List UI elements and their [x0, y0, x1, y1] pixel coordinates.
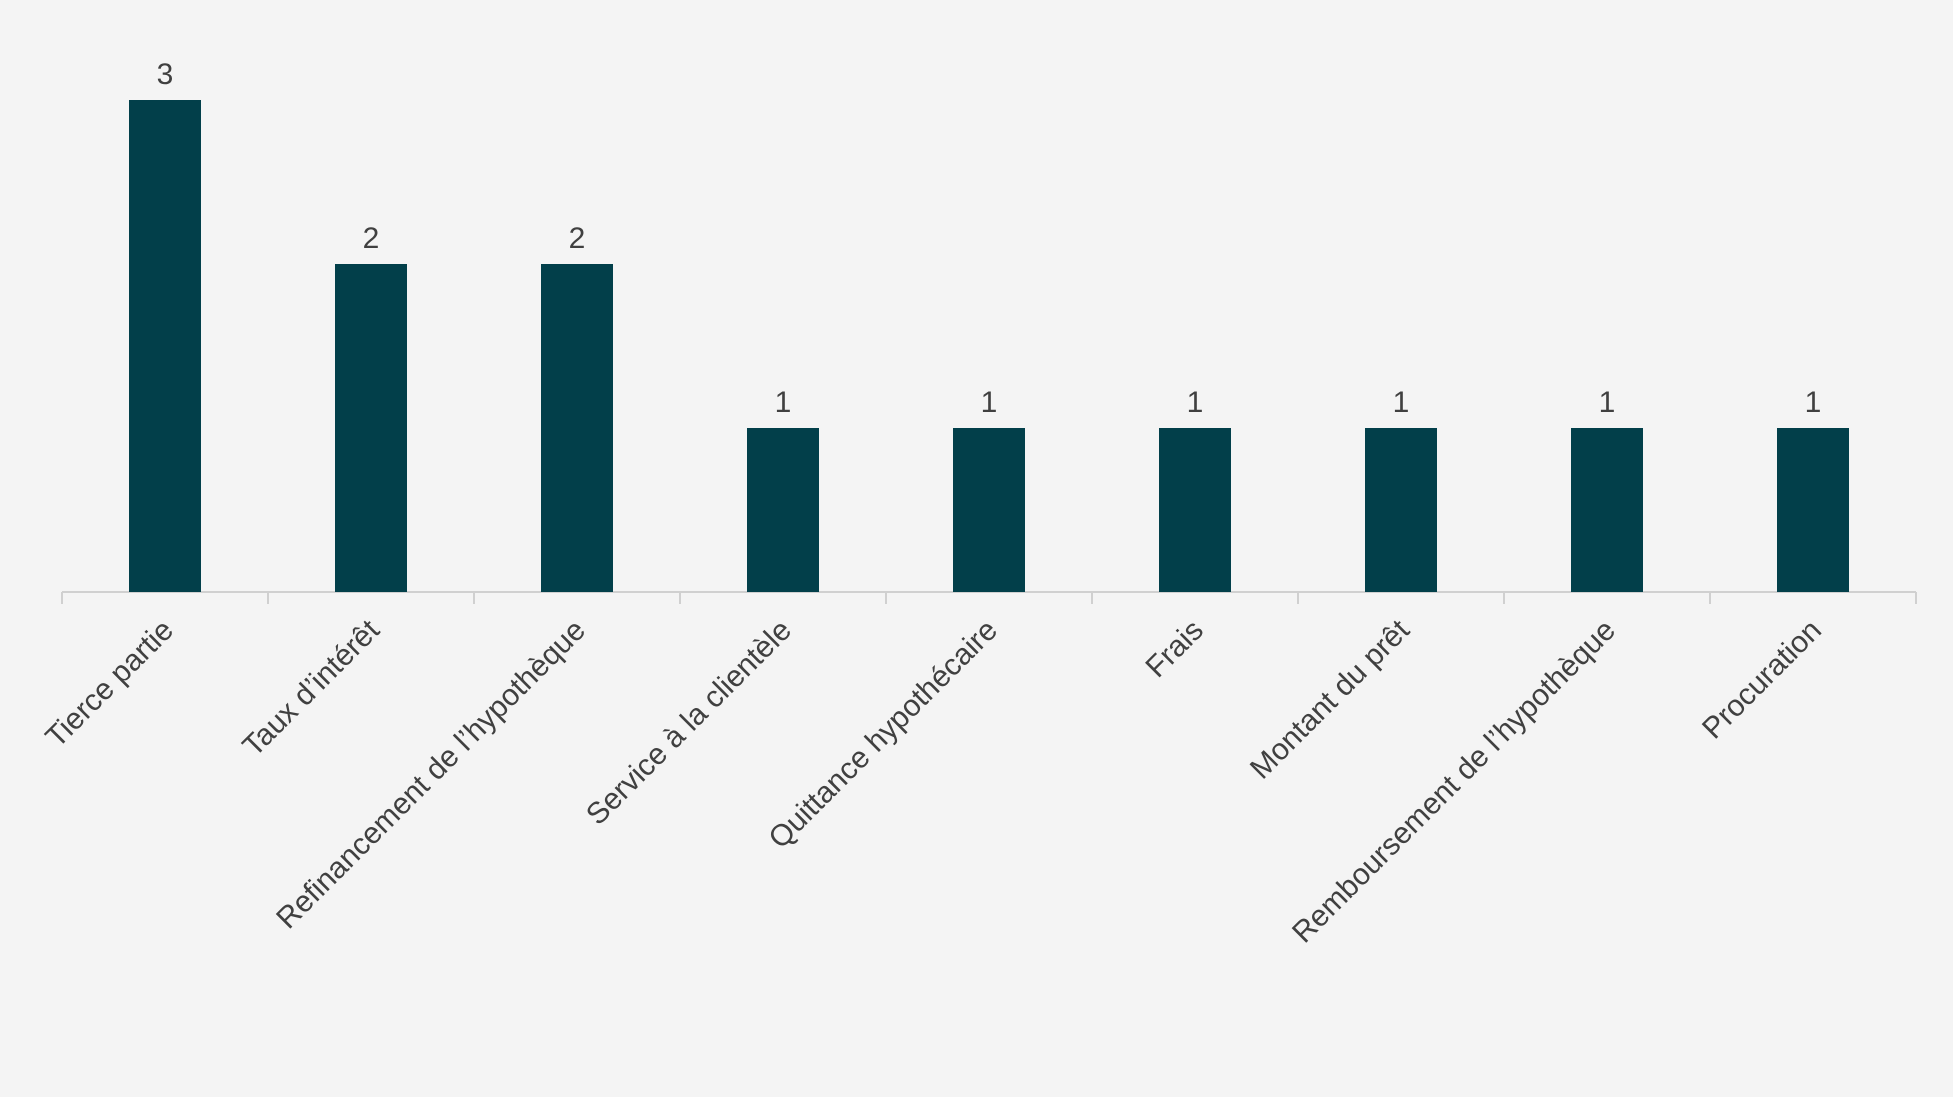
- bar: [541, 264, 613, 592]
- value-label: 1: [1187, 386, 1204, 419]
- bar: [1571, 428, 1643, 592]
- bar: [747, 428, 819, 592]
- value-label: 1: [1393, 386, 1410, 419]
- bar: [1159, 428, 1231, 592]
- value-label: 2: [363, 222, 380, 255]
- bar: [953, 428, 1025, 592]
- bar: [335, 264, 407, 592]
- bar: [1777, 428, 1849, 592]
- value-label: 1: [775, 386, 792, 419]
- value-label: 1: [1599, 386, 1616, 419]
- value-label: 1: [1805, 386, 1822, 419]
- bar: [129, 100, 201, 592]
- value-label: 1: [981, 386, 998, 419]
- bar: [1365, 428, 1437, 592]
- value-label: 2: [569, 222, 586, 255]
- value-label: 3: [157, 58, 174, 91]
